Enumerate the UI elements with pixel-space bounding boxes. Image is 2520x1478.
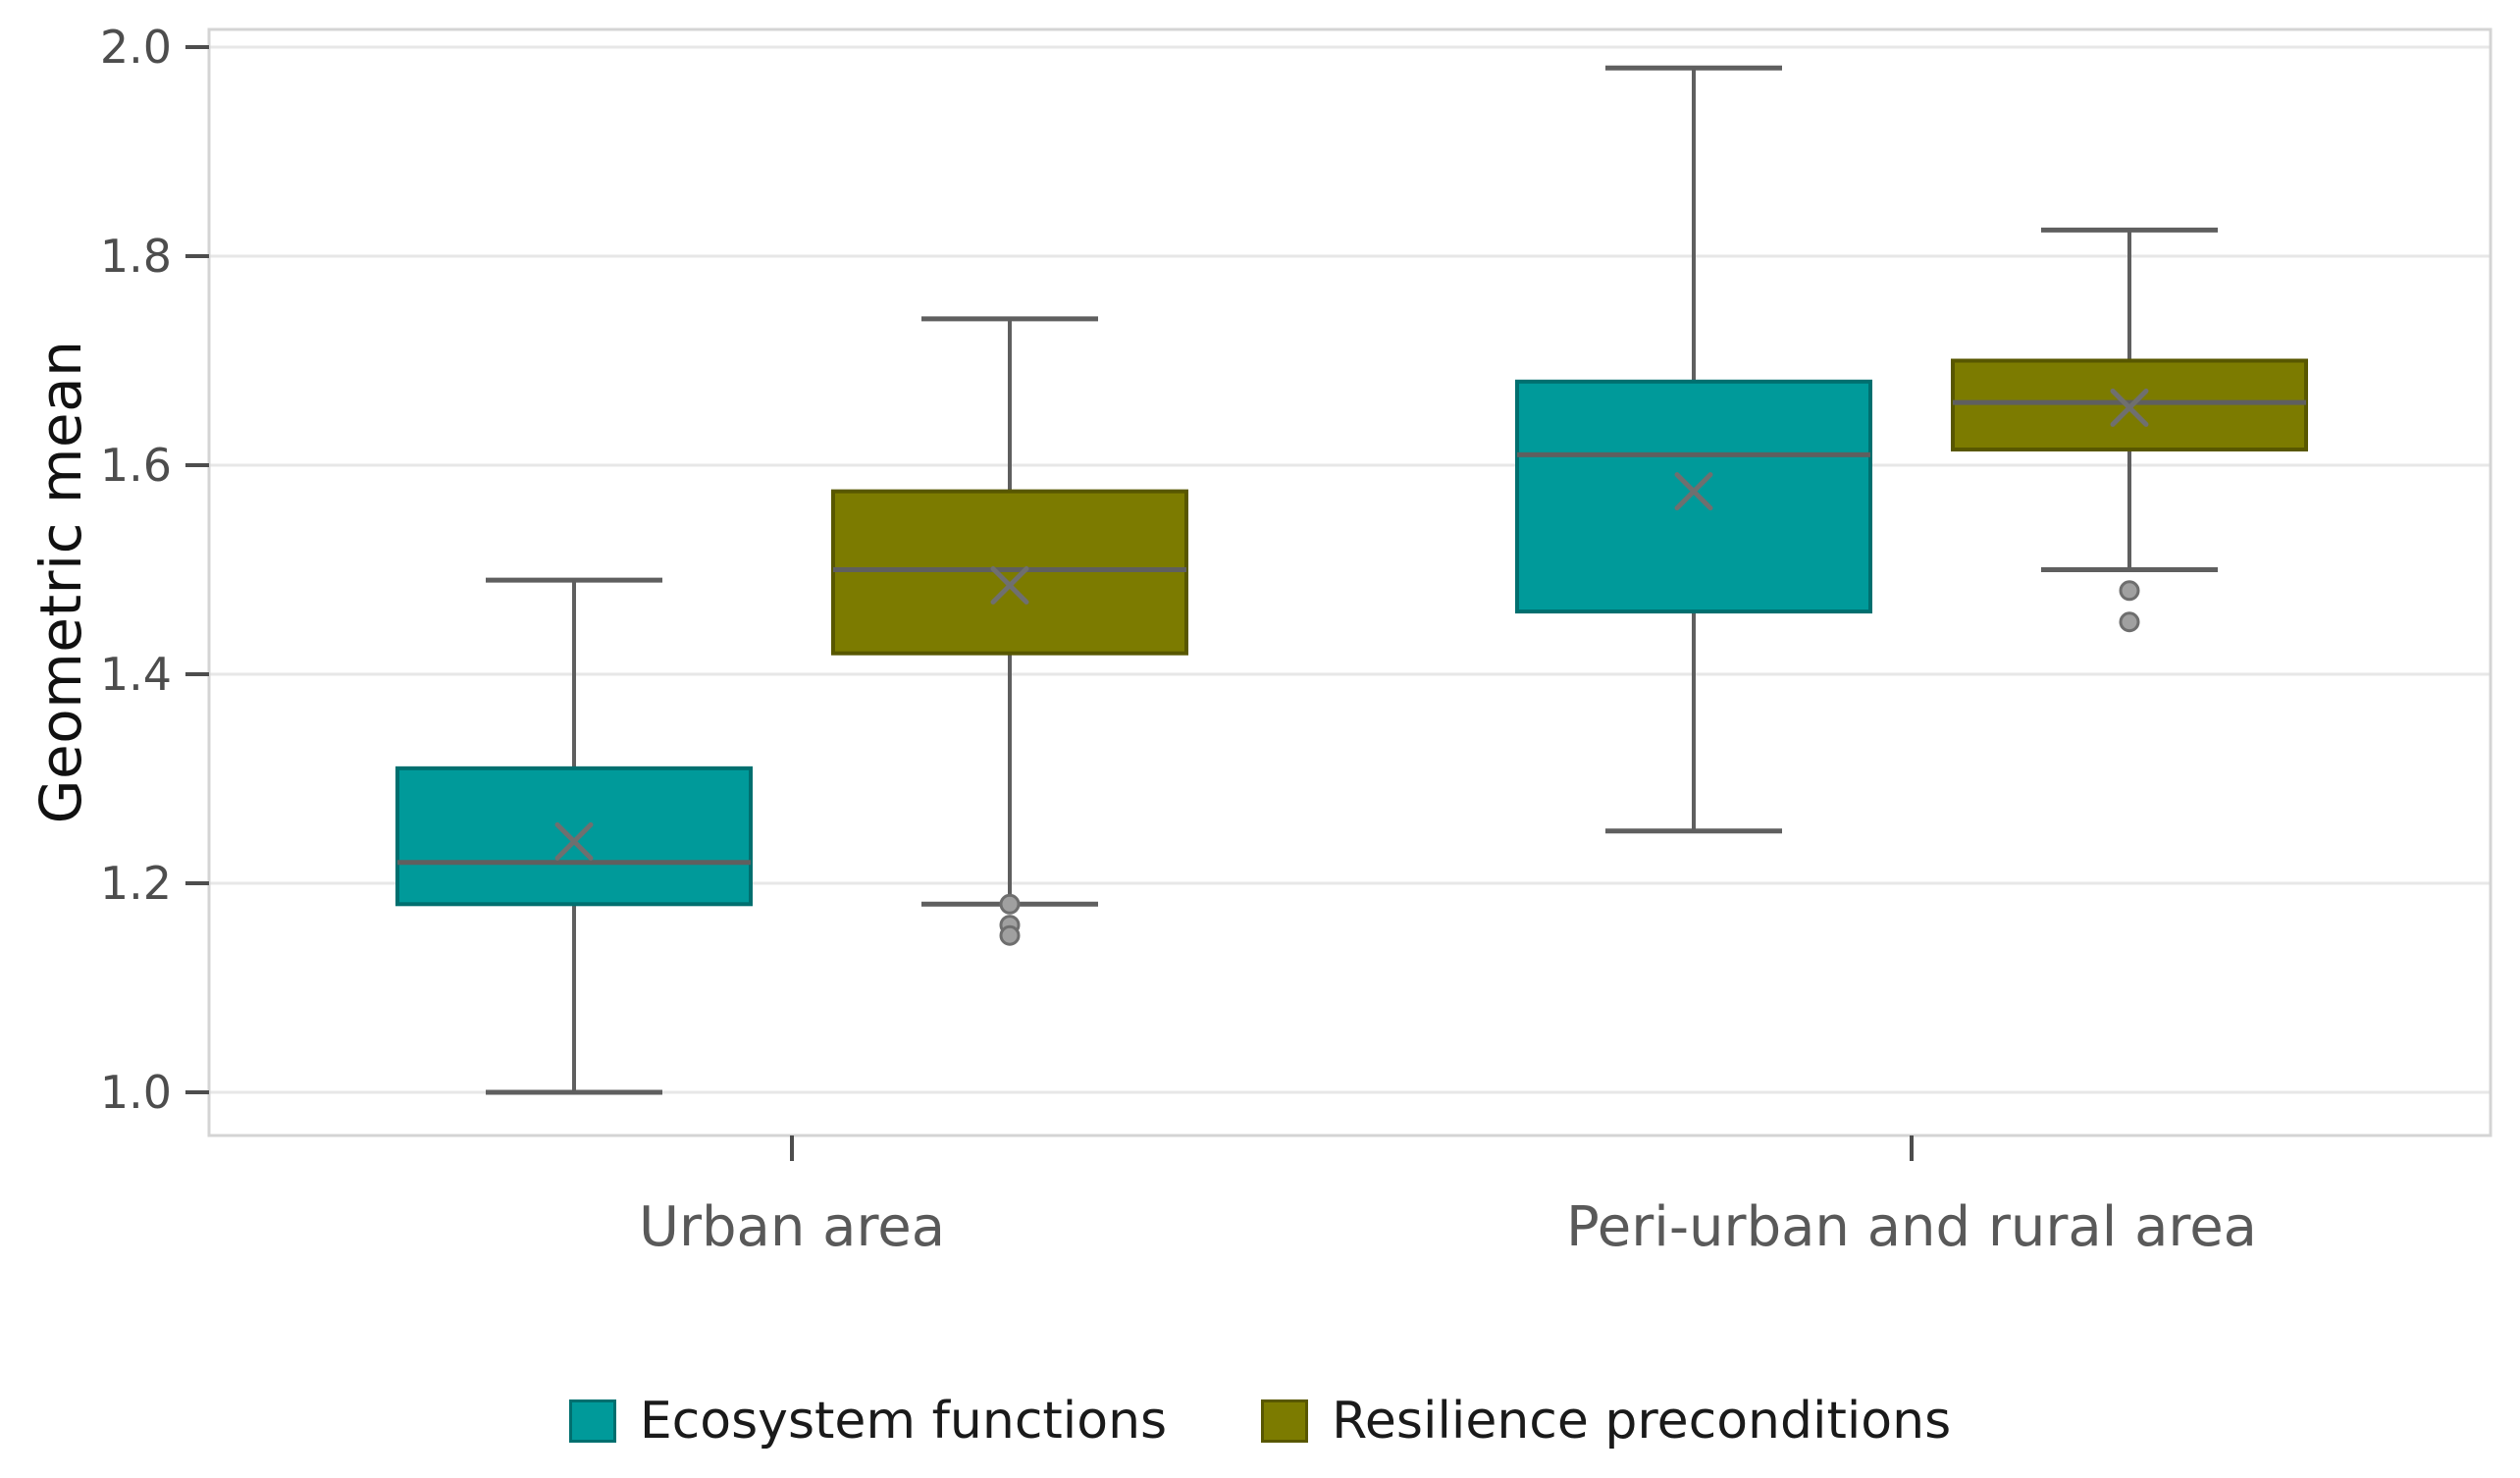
plot-border — [207, 27, 2493, 1137]
legend-swatch-icon — [1261, 1399, 1309, 1443]
box — [831, 489, 1188, 656]
y-axis-title: Geometric mean — [27, 340, 94, 824]
mean-marker — [1674, 472, 1713, 511]
legend-item-ecosystem-functions: Ecosystem functions — [568, 1392, 1168, 1451]
outlier-point — [2119, 611, 2140, 633]
mean-marker — [554, 821, 594, 861]
mean-marker — [2110, 388, 2149, 427]
y-tick-label: 1.8 — [100, 230, 172, 283]
mean-marker — [990, 565, 1029, 605]
outlier-point — [2119, 580, 2140, 602]
y-tick-label: 1.6 — [100, 439, 172, 492]
x-category-label: Urban area — [639, 1195, 945, 1259]
box — [1515, 379, 1872, 614]
outlier-point — [999, 924, 1021, 946]
legend-label: Resilience preconditions — [1332, 1392, 1952, 1451]
y-tick-label: 1.4 — [100, 648, 172, 701]
y-tick-label: 2.0 — [100, 21, 172, 74]
legend-label: Ecosystem functions — [639, 1392, 1168, 1451]
legend: Ecosystem functions Resilience preconditi… — [0, 1392, 2520, 1451]
y-tick-label: 1.0 — [100, 1066, 172, 1119]
y-tick-label: 1.2 — [100, 857, 172, 910]
box — [395, 765, 753, 907]
legend-swatch-icon — [568, 1399, 616, 1443]
legend-item-resilience-preconditions: Resilience preconditions — [1261, 1392, 1951, 1451]
outlier-point — [999, 893, 1021, 915]
x-category-label: Peri-urban and rural area — [1566, 1195, 2257, 1259]
